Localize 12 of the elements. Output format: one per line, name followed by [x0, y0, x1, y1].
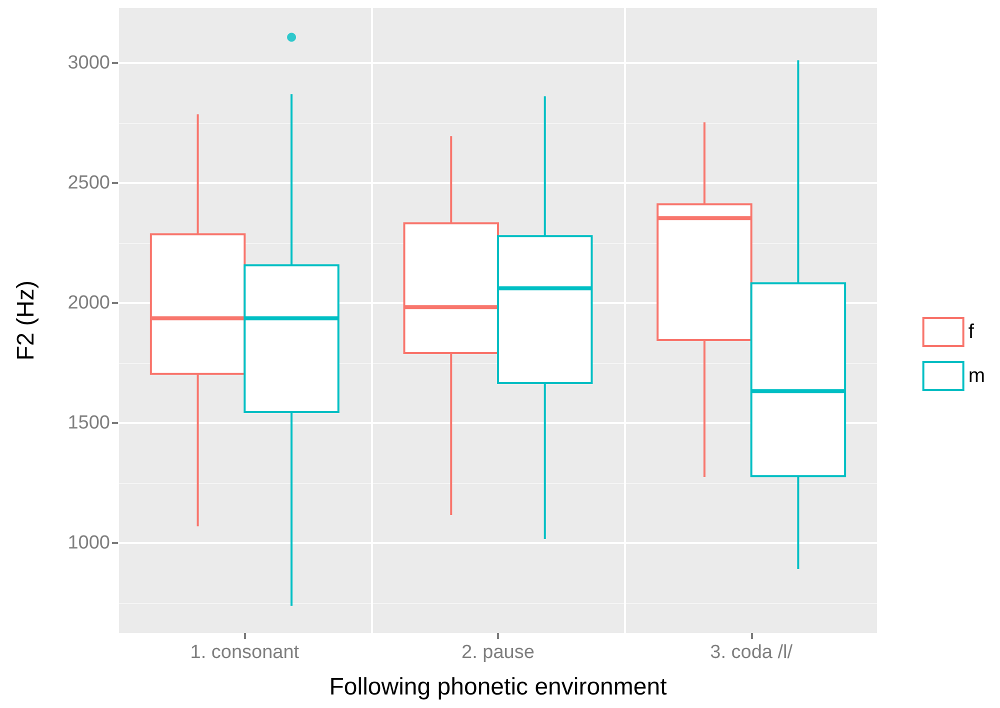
x-tick-label: 1. consonant [190, 642, 300, 663]
x-axis-title: Following phonetic environment [329, 674, 668, 700]
y-axis-title: F2 (Hz) [12, 280, 40, 360]
x-tick-label: 2. pause [462, 642, 534, 663]
y-tick-label: 3000 [68, 52, 110, 74]
legend-label: m [968, 365, 986, 387]
x-tick-label: 3. coda /l/ [710, 642, 794, 663]
y-tick-label: 2000 [68, 292, 110, 314]
legend-label: f [968, 321, 974, 343]
y-tick-label: 2500 [68, 172, 110, 194]
y-tick-label: 1500 [68, 412, 110, 434]
y-tick-label: 1000 [68, 532, 110, 554]
